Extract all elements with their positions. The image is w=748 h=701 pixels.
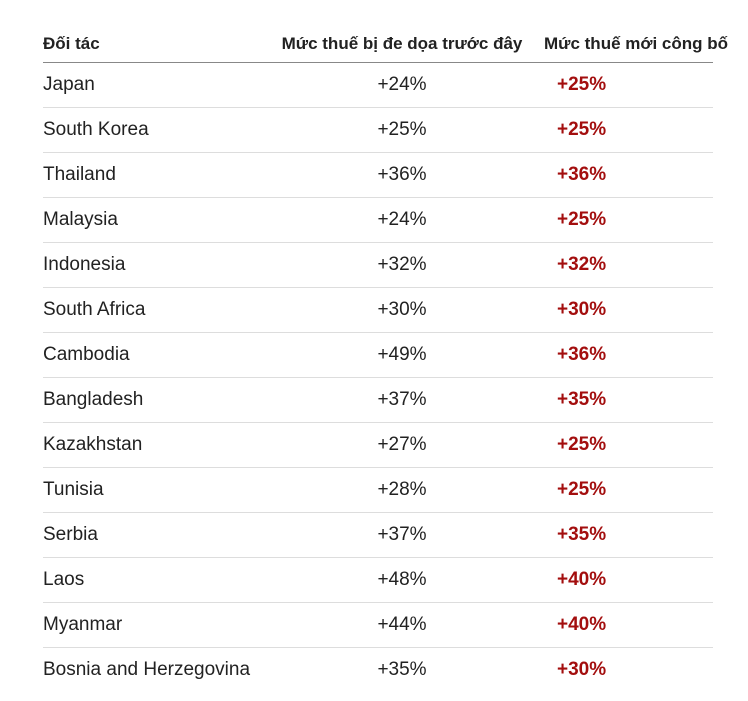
cell-partner: Cambodia	[43, 332, 257, 378]
cell-previous-rate: +36%	[257, 152, 547, 198]
header-previous-rate: Mức thuế bị đe dọa trước đây	[257, 25, 547, 63]
table-row: Japan +24% +25%	[43, 62, 713, 108]
cell-partner: Indonesia	[43, 242, 257, 288]
table-row: Malaysia +24% +25%	[43, 197, 713, 243]
cell-partner: Thailand	[43, 152, 257, 198]
table-row: Serbia +37% +35%	[43, 512, 713, 558]
cell-new-rate: +32%	[547, 242, 713, 288]
cell-partner: Bangladesh	[43, 377, 257, 423]
table-row: Myanmar +44% +40%	[43, 602, 713, 648]
cell-new-rate: +35%	[547, 377, 713, 423]
cell-new-rate: +25%	[547, 197, 713, 243]
cell-new-rate: +25%	[547, 107, 713, 153]
cell-previous-rate: +32%	[257, 242, 547, 288]
cell-new-rate: +35%	[547, 512, 713, 558]
header-row: Đối tác Mức thuế bị đe dọa trước đây Mức…	[43, 25, 728, 63]
cell-new-rate: +40%	[547, 602, 713, 648]
cell-new-rate: +40%	[547, 557, 713, 603]
cell-previous-rate: +37%	[257, 377, 547, 423]
header-new-rate: Mức thuế mới công bố	[544, 25, 728, 63]
cell-previous-rate: +28%	[257, 467, 547, 513]
cell-partner: South Korea	[43, 107, 257, 153]
table-row: Kazakhstan +27% +25%	[43, 422, 713, 468]
table-row: Indonesia +32% +32%	[43, 242, 713, 288]
cell-previous-rate: +30%	[257, 287, 547, 333]
cell-previous-rate: +35%	[377, 659, 427, 680]
cell-previous-rate: +24%	[257, 197, 547, 243]
cell-previous-rate: +37%	[257, 512, 547, 558]
cell-partner: South Africa	[43, 287, 257, 333]
cell-new-rate: +36%	[547, 332, 713, 378]
cell-partner: Kazakhstan	[43, 422, 257, 468]
cell-partner: Laos	[43, 557, 257, 603]
cell-partner: Myanmar	[43, 602, 257, 648]
cell-previous-rate: +25%	[257, 107, 547, 153]
cell-previous-rate: +24%	[257, 62, 547, 108]
cell-partner: Malaysia	[43, 197, 257, 243]
cell-new-rate: +25%	[547, 422, 713, 468]
table-body: Japan +24% +25% South Korea +25% +25% Thailand…	[43, 62, 713, 693]
cell-partner: Tunisia	[43, 467, 257, 513]
cell-new-rate: +25%	[547, 62, 713, 108]
header-partner: Đối tác	[43, 25, 257, 63]
table-row: Tunisia +28% +25%	[43, 467, 713, 513]
cell-partner: Serbia	[43, 512, 257, 558]
header-new-rate-label: Mức thuế mới công bố	[544, 33, 729, 53]
cell-partner: Bosnia and Herzegovina	[43, 659, 251, 680]
table-row: Bosnia and Herzegovina +35% +30%	[43, 648, 713, 693]
table-row: Bangladesh +37% +35%	[43, 377, 713, 423]
cell-partner: Japan	[43, 62, 257, 108]
cell-new-rate: +36%	[547, 152, 713, 198]
cell-new-rate: +25%	[547, 467, 713, 513]
cell-previous-rate: +49%	[257, 332, 547, 378]
cell-previous-rate: +44%	[257, 602, 547, 648]
table-row: Cambodia +49% +36%	[43, 332, 713, 378]
tariff-table: Đối tác Mức thuế bị đe dọa trước đây Mức…	[43, 25, 728, 693]
table-row: Thailand +36% +36%	[43, 152, 713, 198]
table-row: South Africa +30% +30%	[43, 287, 713, 333]
cell-previous-rate: +48%	[257, 557, 547, 603]
cell-new-rate: +30%	[547, 287, 713, 333]
cell-new-rate: +30%	[557, 659, 607, 680]
table-row: South Korea +25% +25%	[43, 107, 713, 153]
table-header: Đối tác Mức thuế bị đe dọa trước đây Mức…	[43, 25, 728, 63]
table-row: Laos +48% +40%	[43, 557, 713, 603]
cell-previous-rate: +27%	[257, 422, 547, 468]
tariff-table-container: Đối tác Mức thuế bị đe dọa trước đây Mức…	[43, 25, 728, 693]
